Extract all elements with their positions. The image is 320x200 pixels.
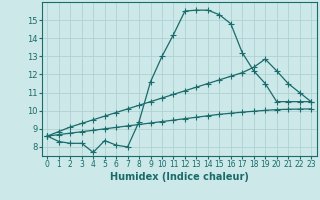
X-axis label: Humidex (Indice chaleur): Humidex (Indice chaleur) <box>110 172 249 182</box>
